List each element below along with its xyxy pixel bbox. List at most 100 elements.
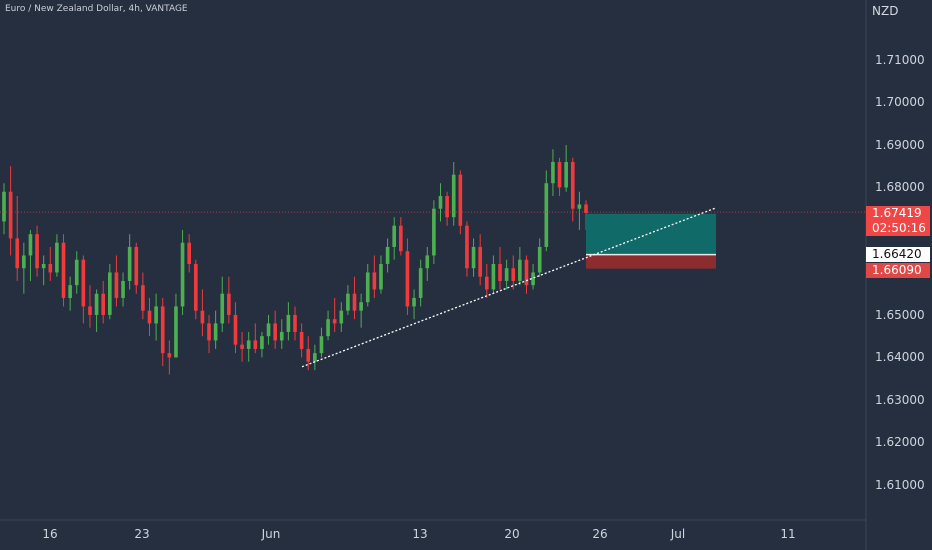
candle <box>484 263 489 298</box>
candle <box>405 238 410 315</box>
candle <box>213 310 218 349</box>
candle-body <box>405 251 410 307</box>
candle-body <box>187 242 192 264</box>
candle-body <box>207 323 211 341</box>
price-tick-label: 1.64000 <box>875 350 925 365</box>
time-tick-label: Jul <box>670 527 686 541</box>
candle-body <box>121 280 125 298</box>
candle-body <box>365 272 370 303</box>
candle-body <box>352 293 357 311</box>
candle-body <box>200 310 205 324</box>
candle-body <box>220 293 225 324</box>
candle-body <box>8 191 13 239</box>
candle-body <box>55 242 59 273</box>
candle <box>266 314 271 345</box>
candle <box>293 306 297 341</box>
candle-body <box>35 234 39 269</box>
candle-body <box>240 344 244 349</box>
time-tick-label: 16 <box>42 527 58 541</box>
candle <box>458 170 463 235</box>
target-price-tag: 1.66420 <box>866 247 930 262</box>
candle-body <box>233 314 238 345</box>
candle <box>385 238 390 273</box>
candle <box>147 297 152 337</box>
currency-label: NZD <box>872 4 899 18</box>
candle-body <box>511 268 516 281</box>
candle <box>418 259 423 307</box>
candle-body <box>68 285 72 298</box>
candle-body <box>193 263 198 311</box>
candle-body <box>147 310 152 324</box>
candle-body <box>438 195 443 209</box>
candle-body <box>174 306 178 358</box>
candle <box>101 280 106 324</box>
candle-body <box>28 234 33 256</box>
time-tick-label: 13 <box>412 527 428 541</box>
candle-body <box>432 208 436 256</box>
candle-body <box>160 306 165 354</box>
candle <box>491 255 496 294</box>
candle-body <box>518 259 522 281</box>
loss-zone[interactable] <box>586 254 716 269</box>
candle-body <box>326 319 330 337</box>
candle-body <box>127 246 132 281</box>
candle <box>326 310 330 341</box>
candle <box>306 336 311 371</box>
candle-body <box>339 310 344 324</box>
candle-body <box>273 323 277 341</box>
candle <box>531 263 535 290</box>
candle-body <box>458 174 463 226</box>
price-tick-label: 1.68000 <box>875 180 925 195</box>
trendline[interactable] <box>301 207 717 368</box>
candle <box>8 166 13 256</box>
candle-body <box>313 353 317 362</box>
candle <box>432 200 436 264</box>
price-tick-label: 1.63000 <box>875 392 925 407</box>
price-tick-label: 1.70000 <box>875 95 925 110</box>
candle <box>365 263 370 307</box>
candle-body <box>260 336 264 349</box>
candle-body <box>253 340 258 349</box>
candle-body <box>570 161 575 209</box>
price-tick-label: 1.69000 <box>875 137 925 152</box>
candle-body <box>154 306 158 324</box>
candle-body <box>544 183 549 247</box>
candle-body <box>114 272 119 298</box>
candle-body <box>279 331 284 341</box>
candle-body <box>537 246 542 273</box>
candle <box>55 234 59 277</box>
candle <box>478 234 483 286</box>
candle-body <box>41 263 46 269</box>
candle-body <box>319 336 324 354</box>
candle <box>398 217 403 256</box>
candle-body <box>498 263 502 281</box>
candle <box>61 234 66 307</box>
current-price-value: 1.67419 <box>872 206 922 220</box>
candle <box>379 255 383 294</box>
price-tick-label: 1.61000 <box>875 477 925 492</box>
candle <box>107 263 112 320</box>
candle <box>332 297 337 332</box>
candle <box>260 331 264 358</box>
candle-body <box>332 319 337 324</box>
candle <box>187 234 192 273</box>
candle-body <box>213 323 218 341</box>
candle <box>28 229 33 281</box>
candle <box>167 340 172 375</box>
candle <box>207 314 211 354</box>
candle <box>48 246 53 281</box>
candle-body <box>167 353 172 358</box>
candle <box>438 183 443 222</box>
candle <box>127 234 132 290</box>
candle <box>35 225 39 277</box>
candle <box>41 255 46 286</box>
profit-zone[interactable] <box>586 213 716 255</box>
candles-group <box>2 144 588 375</box>
candle-body <box>491 263 496 290</box>
candle <box>352 276 357 320</box>
time-tick-label: 11 <box>780 527 796 541</box>
candle-body <box>346 293 350 311</box>
candle-body <box>524 259 529 286</box>
